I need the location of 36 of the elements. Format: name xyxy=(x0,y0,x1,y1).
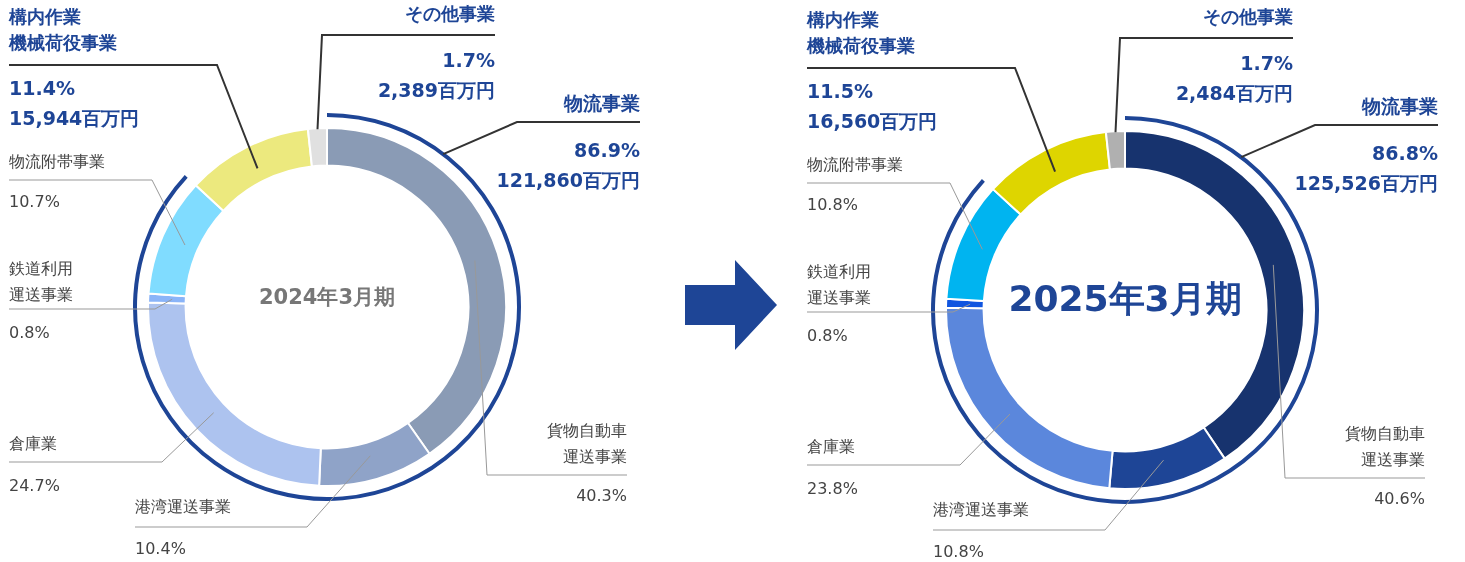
text: 121,860百万円 xyxy=(496,168,640,191)
slice-label: 港湾運送事業 xyxy=(135,497,231,517)
data-label: 40.6% xyxy=(1374,489,1425,509)
data-label: 11.5% 16,560百万円 xyxy=(807,79,938,132)
slice-label: 倉庫業 xyxy=(9,434,57,454)
data-label: 10.8% xyxy=(807,195,858,215)
slice-label: 構内作業機械荷役事業 xyxy=(806,8,915,56)
slice-label: 貨物自動車運送事業 xyxy=(547,421,627,467)
slice-label: 鉄道利用運送事業 xyxy=(807,262,871,308)
data-label: 10.4% xyxy=(135,539,186,559)
slice-label: 鉄道利用運送事業 xyxy=(9,259,73,305)
text: 物流事業 xyxy=(563,91,640,114)
slice-label: 貨物自動車運送事業 xyxy=(1345,424,1425,470)
slice-label: 港湾運送事業 xyxy=(933,500,1029,520)
slice-label: 物流附帯事業 xyxy=(9,152,105,172)
slice-label: 構内作業機械荷役事業 xyxy=(8,5,117,53)
data-label: 40.3% xyxy=(576,486,627,506)
text: 86.8% xyxy=(1372,141,1438,164)
data-label: 1.7% 2,484百万円 xyxy=(1175,51,1293,104)
slice-label: その他事業 xyxy=(405,2,495,24)
slice-label: その他事業 xyxy=(1203,5,1293,27)
text: 2025年3月期 xyxy=(1008,278,1242,320)
data-label: 24.7% xyxy=(9,476,60,496)
data-label: 10.7% xyxy=(9,192,60,212)
data-label: 11.4% 15,944百万円 xyxy=(9,76,140,129)
text: 86.9% xyxy=(574,138,640,161)
data-label: 0.8% xyxy=(9,323,50,343)
text: 物流事業 xyxy=(1361,94,1438,117)
slice-label: 物流附帯事業 xyxy=(807,155,903,175)
slice-label: 倉庫業 xyxy=(807,437,855,457)
data-label: 10.8% xyxy=(933,542,984,562)
data-label: 0.8% xyxy=(807,326,848,346)
data-label: 23.8% xyxy=(807,479,858,499)
data-label: 1.7% 2,389百万円 xyxy=(377,48,495,101)
text: 2024年3月期 xyxy=(258,285,396,310)
text: 125,526百万円 xyxy=(1294,171,1438,194)
